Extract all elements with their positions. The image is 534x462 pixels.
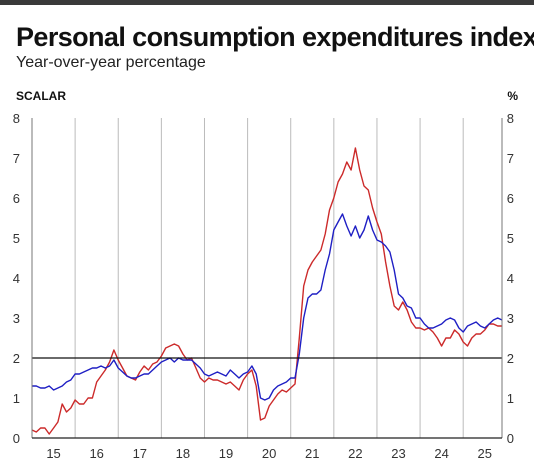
right-y-ticks: 0 1 2 3 4 5 6 7 8 bbox=[507, 111, 514, 446]
y-tick-label-right: 3 bbox=[507, 311, 514, 326]
x-tick-label: 21 bbox=[305, 446, 319, 461]
y-tick-label-right: 0 bbox=[507, 431, 514, 446]
x-tick-label: 24 bbox=[434, 446, 448, 461]
x-tick-label: 17 bbox=[133, 446, 147, 461]
y-tick-label-right: 8 bbox=[507, 111, 514, 126]
gridlines bbox=[74, 118, 464, 438]
chart-subtitle: Year-over-year percentage bbox=[16, 54, 206, 71]
y-tick-label-right: 7 bbox=[507, 151, 514, 166]
y-tick-label-left: 6 bbox=[13, 191, 20, 206]
y-tick-label-left: 1 bbox=[13, 391, 20, 406]
y-tick-label-left: 5 bbox=[13, 231, 20, 246]
x-tick-label: 18 bbox=[176, 446, 190, 461]
axis-frame bbox=[31, 118, 503, 439]
left-axis-unit: SCALAR bbox=[16, 89, 66, 103]
y-tick-label-left: 8 bbox=[13, 111, 20, 126]
right-axis-unit: % bbox=[507, 89, 518, 103]
x-tick-label: 22 bbox=[348, 446, 362, 461]
blue-series-line bbox=[32, 213, 503, 401]
x-tick-label: 15 bbox=[46, 446, 60, 461]
series-layer bbox=[31, 147, 503, 435]
x-tick-label: 25 bbox=[478, 446, 492, 461]
y-tick-label-right: 5 bbox=[507, 231, 514, 246]
y-tick-label-left: 4 bbox=[13, 271, 20, 286]
left-y-ticks: 0 1 2 3 4 5 6 7 8 bbox=[13, 111, 20, 446]
y-tick-label-left: 3 bbox=[13, 311, 20, 326]
x-ticks: 15 16 17 18 19 20 21 22 23 24 25 bbox=[46, 446, 492, 461]
y-tick-label-left: 0 bbox=[13, 431, 20, 446]
x-tick-label: 16 bbox=[89, 446, 103, 461]
y-tick-label-right: 1 bbox=[507, 391, 514, 406]
x-tick-label: 23 bbox=[391, 446, 405, 461]
x-tick-label: 19 bbox=[219, 446, 233, 461]
x-tick-label: 20 bbox=[262, 446, 276, 461]
y-tick-label-right: 6 bbox=[507, 191, 514, 206]
top-rule bbox=[0, 0, 534, 5]
y-tick-label-left: 2 bbox=[13, 351, 20, 366]
y-tick-label-left: 7 bbox=[13, 151, 20, 166]
red-series-line bbox=[31, 147, 502, 435]
y-tick-label-right: 4 bbox=[507, 271, 514, 286]
chart-title: Personal consumption expenditures index bbox=[16, 22, 534, 52]
y-tick-label-right: 2 bbox=[507, 351, 514, 366]
